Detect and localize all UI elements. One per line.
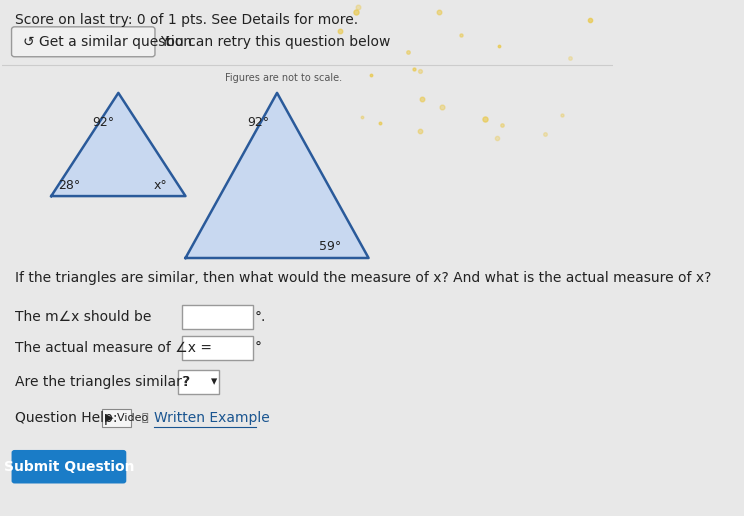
Point bbox=[584, 15, 596, 24]
FancyBboxPatch shape bbox=[178, 370, 219, 394]
Text: If the triangles are similar, then what would the measure of x? And what is the : If the triangles are similar, then what … bbox=[15, 271, 711, 285]
Point bbox=[356, 113, 368, 121]
Point bbox=[496, 121, 508, 129]
Text: You can retry this question below: You can retry this question below bbox=[160, 35, 391, 49]
FancyBboxPatch shape bbox=[12, 450, 126, 483]
Point bbox=[455, 31, 466, 39]
Point bbox=[493, 42, 505, 50]
Text: Question Help:: Question Help: bbox=[15, 411, 117, 425]
Text: Submit Question: Submit Question bbox=[4, 460, 134, 474]
Polygon shape bbox=[185, 93, 368, 258]
Point bbox=[491, 134, 503, 142]
Point bbox=[437, 103, 449, 111]
Point bbox=[414, 67, 426, 75]
Text: 📄: 📄 bbox=[141, 413, 152, 423]
Point bbox=[556, 111, 568, 119]
Text: 59°: 59° bbox=[319, 240, 341, 253]
Point bbox=[374, 119, 386, 127]
Point bbox=[433, 8, 445, 16]
Text: ▶ Video: ▶ Video bbox=[105, 413, 148, 423]
Point bbox=[365, 71, 376, 79]
Point bbox=[416, 95, 428, 103]
Point bbox=[539, 130, 551, 138]
Point bbox=[564, 54, 576, 62]
Point bbox=[408, 64, 420, 73]
Point bbox=[402, 48, 414, 56]
Text: The actual measure of ∠x =: The actual measure of ∠x = bbox=[15, 341, 211, 356]
Text: Figures are not to scale.: Figures are not to scale. bbox=[225, 73, 342, 83]
Point bbox=[350, 8, 362, 17]
Text: 28°: 28° bbox=[59, 179, 81, 192]
Point bbox=[479, 115, 491, 123]
Text: 92°: 92° bbox=[248, 116, 270, 129]
Text: x°: x° bbox=[153, 179, 167, 192]
Point bbox=[414, 127, 426, 135]
Text: ↺ Get a similar question: ↺ Get a similar question bbox=[22, 35, 191, 49]
FancyBboxPatch shape bbox=[182, 336, 253, 360]
Text: °: ° bbox=[254, 341, 261, 356]
Text: ?: ? bbox=[183, 375, 190, 389]
Text: 92°: 92° bbox=[92, 116, 114, 129]
Text: The m∠x should be: The m∠x should be bbox=[15, 310, 151, 325]
FancyBboxPatch shape bbox=[182, 305, 253, 329]
FancyBboxPatch shape bbox=[102, 409, 131, 427]
Text: Written Example: Written Example bbox=[154, 411, 269, 425]
Point bbox=[333, 27, 345, 35]
FancyBboxPatch shape bbox=[12, 27, 155, 57]
Polygon shape bbox=[51, 93, 185, 196]
Text: Are the triangles similar?: Are the triangles similar? bbox=[15, 375, 189, 389]
Point bbox=[352, 3, 364, 11]
Text: °.: °. bbox=[254, 310, 266, 325]
Text: ▾: ▾ bbox=[211, 375, 217, 389]
Text: Score on last try: 0 of 1 pts. See Details for more.: Score on last try: 0 of 1 pts. See Detai… bbox=[15, 13, 358, 27]
